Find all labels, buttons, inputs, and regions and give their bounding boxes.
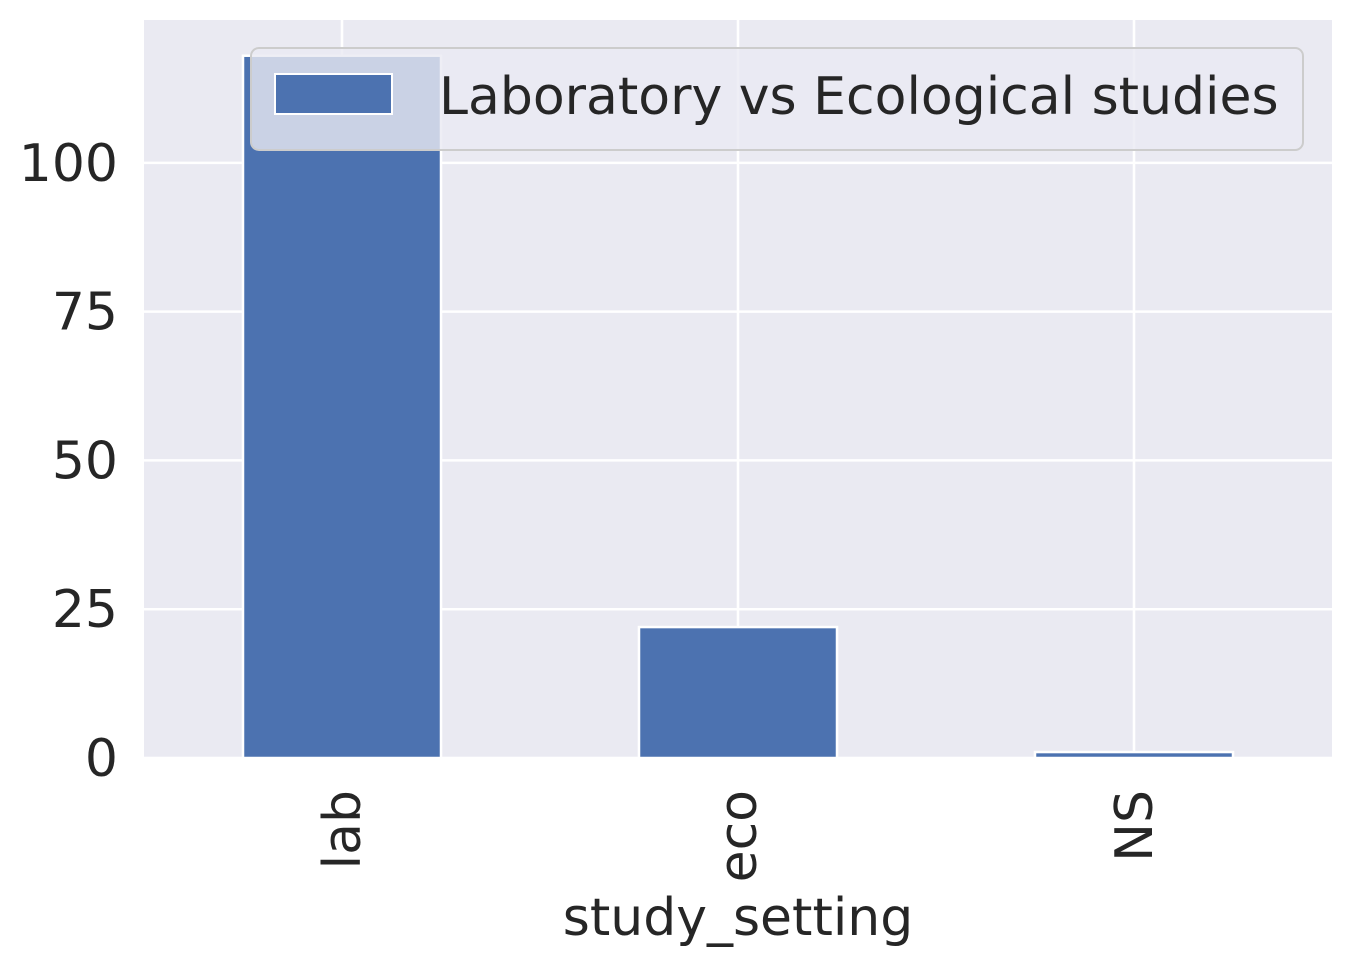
- x-axis-title: study_setting: [563, 888, 914, 948]
- y-tick-label: 25: [52, 580, 118, 640]
- x-tick-label-NS: NS: [1105, 790, 1165, 862]
- y-tick-labels: 0 25 50 75 100: [19, 134, 118, 789]
- bar-lab: [241, 54, 443, 760]
- y-tick-label: 50: [52, 431, 118, 491]
- legend-label: Laboratory vs Ecological studies: [439, 67, 1279, 127]
- legend-box: [250, 47, 1304, 151]
- x-tick-labels: lab eco NS: [313, 790, 1165, 882]
- y-tick-label: 100: [19, 134, 118, 194]
- x-tick-label-eco: eco: [709, 790, 769, 882]
- x-tick-label-lab: lab: [313, 790, 373, 869]
- y-tick-label: 75: [52, 283, 118, 343]
- legend-swatch: [274, 73, 393, 115]
- bar-eco: [637, 625, 839, 760]
- legend: Laboratory vs Ecological studies: [250, 47, 1304, 151]
- bar-NS: [1033, 750, 1235, 760]
- bars-group: [241, 54, 1235, 760]
- y-tick-label: 0: [85, 729, 118, 789]
